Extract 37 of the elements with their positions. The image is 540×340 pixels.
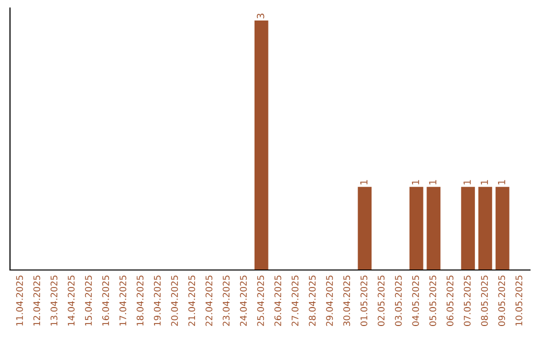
- x-tick-label: 18.04.2025: [136, 276, 144, 326]
- x-tick-label: 19.04.2025: [154, 276, 161, 326]
- data-label: 3: [256, 14, 264, 18]
- x-tick-label: 07.05.2025: [464, 276, 471, 326]
- x-tick-label: 12.04.2025: [33, 276, 40, 326]
- x-tick-label: 10.05.2025: [515, 276, 522, 326]
- x-tick-label: 26.04.2025: [274, 276, 282, 326]
- data-label: 1: [429, 180, 436, 184]
- x-tick-label: 05.05.2025: [429, 276, 436, 326]
- x-tick-label: 29.04.2025: [326, 276, 333, 326]
- x-tick-label: 28.04.2025: [308, 276, 316, 326]
- x-tick-label: 11.04.2025: [16, 276, 23, 326]
- x-tick-label: 09.05.2025: [498, 276, 506, 326]
- x-tick-label: 20.04.2025: [171, 276, 178, 326]
- x-tick-label: 30.04.2025: [343, 276, 350, 326]
- data-label: 1: [412, 180, 420, 184]
- x-tick-label: 14.04.2025: [68, 276, 75, 326]
- x-tick-label: 27.04.2025: [292, 276, 298, 326]
- x-tick-label: 13.04.2025: [50, 276, 58, 326]
- data-label: 1: [498, 180, 506, 184]
- x-tick-label: 17.04.2025: [119, 276, 126, 326]
- x-tick-label: 24.04.2025: [240, 276, 247, 326]
- x-tick-label: 16.04.2025: [102, 276, 110, 326]
- x-tick-label: 08.05.2025: [481, 276, 488, 326]
- x-tick-label: 01.05.2025: [360, 276, 368, 326]
- data-label: 1: [360, 180, 368, 184]
- x-tick-label: 15.04.2025: [84, 276, 92, 326]
- x-tick-label: 25.04.2025: [257, 276, 264, 326]
- x-tick-label: 04.05.2025: [412, 276, 419, 326]
- x-tick-label: 03.05.2025: [394, 276, 402, 326]
- x-tick-label: 21.04.2025: [188, 276, 196, 326]
- x-tick-label: 23.04.2025: [222, 276, 230, 326]
- x-tick-label: 02.05.2025: [378, 276, 385, 326]
- data-label: 1: [480, 180, 488, 184]
- data-label: 1: [464, 180, 471, 184]
- x-tick-label: 06.05.2025: [446, 276, 454, 326]
- x-tick-label: 22.04.2025: [206, 276, 212, 326]
